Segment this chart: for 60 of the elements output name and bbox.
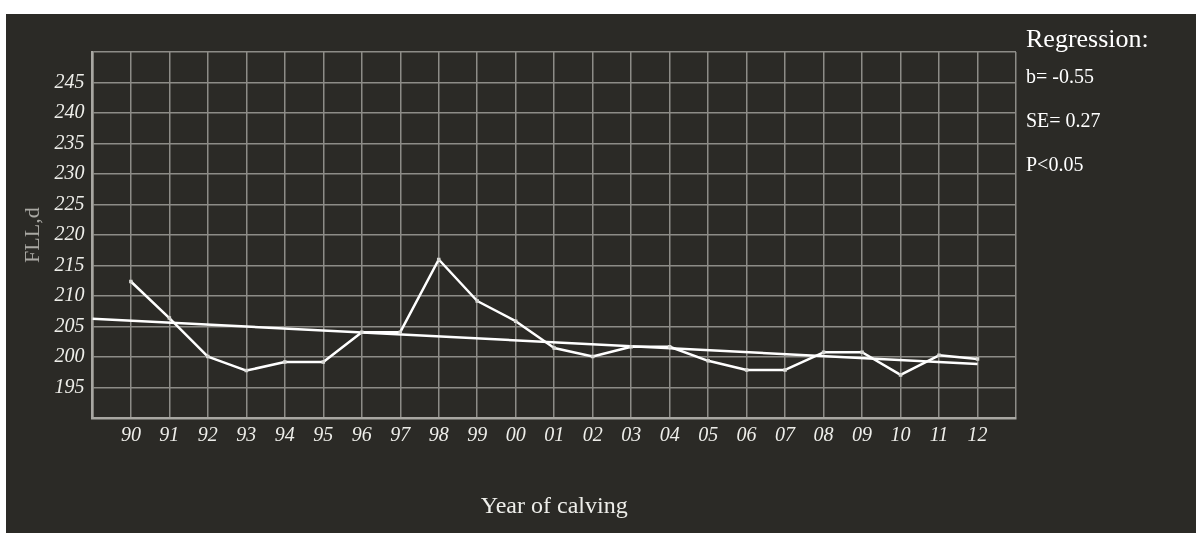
- point: [898, 373, 903, 377]
- point: [937, 353, 941, 358]
- x-tick-label: 06: [736, 423, 757, 446]
- point: [629, 345, 633, 349]
- x-axis-title: Year of calving: [480, 491, 628, 518]
- x-tick-label: 98: [428, 423, 449, 446]
- text: Regression:: [1026, 23, 1149, 53]
- text: P<0.05: [1026, 153, 1084, 176]
- y-tick-label: 195: [54, 374, 85, 397]
- point: [283, 360, 287, 364]
- x-tick-label: 97: [390, 423, 412, 446]
- point: [398, 330, 403, 334]
- point: [129, 279, 133, 284]
- point: [706, 359, 710, 363]
- y-tick-label: 235: [54, 130, 85, 153]
- x-tick-label: 90: [120, 423, 141, 446]
- x-tick-label: 03: [621, 423, 642, 446]
- text: SE= 0.27: [1026, 109, 1101, 132]
- point: [321, 360, 326, 364]
- x-tick-label: 09: [852, 423, 873, 446]
- point: [436, 257, 441, 262]
- x-tick-label: 01: [544, 423, 565, 446]
- x-tick-label: 91: [159, 423, 180, 446]
- y-tick-label: 225: [54, 191, 85, 214]
- y-tick-label: 230: [54, 161, 85, 184]
- x-tick-label: 96: [351, 423, 372, 446]
- x-tick-label: 10: [890, 423, 911, 446]
- x-tick-label: 07: [775, 423, 797, 446]
- x-tick-label: 04: [659, 423, 680, 446]
- x-tick-label: 00: [505, 423, 526, 446]
- text: b= -0.55: [1026, 65, 1094, 88]
- x-tick-label: 05: [698, 423, 719, 446]
- point: [783, 368, 787, 372]
- y-tick-label: 210: [54, 283, 85, 306]
- point: [975, 357, 980, 361]
- x-tick-label: 12: [967, 423, 988, 446]
- x-tick-label: 95: [313, 423, 334, 446]
- point: [667, 345, 672, 349]
- x-tick-label: 02: [582, 423, 603, 446]
- point: [360, 330, 364, 334]
- point: [860, 350, 864, 355]
- y-tick-label: 215: [54, 252, 85, 275]
- x-tick-label: 99: [467, 423, 488, 446]
- y-tick-label: 220: [54, 222, 85, 245]
- y-tick-label: 205: [54, 313, 85, 336]
- point: [167, 316, 172, 320]
- point: [744, 368, 749, 372]
- point: [475, 299, 479, 303]
- y-axis-title: FLL,d: [18, 207, 44, 263]
- y-tick-label: 240: [54, 100, 85, 123]
- x-tick-label: 94: [274, 423, 295, 446]
- x-tick-label: 93: [236, 423, 257, 446]
- y-tick-label: 245: [54, 69, 85, 92]
- y-tick-label: 200: [54, 344, 85, 367]
- x-tick-label: 92: [197, 423, 218, 446]
- x-tick-label: 08: [813, 423, 834, 446]
- x-tick-label: 11: [929, 423, 949, 446]
- point: [206, 354, 210, 359]
- point: [552, 346, 556, 350]
- point: [513, 319, 518, 323]
